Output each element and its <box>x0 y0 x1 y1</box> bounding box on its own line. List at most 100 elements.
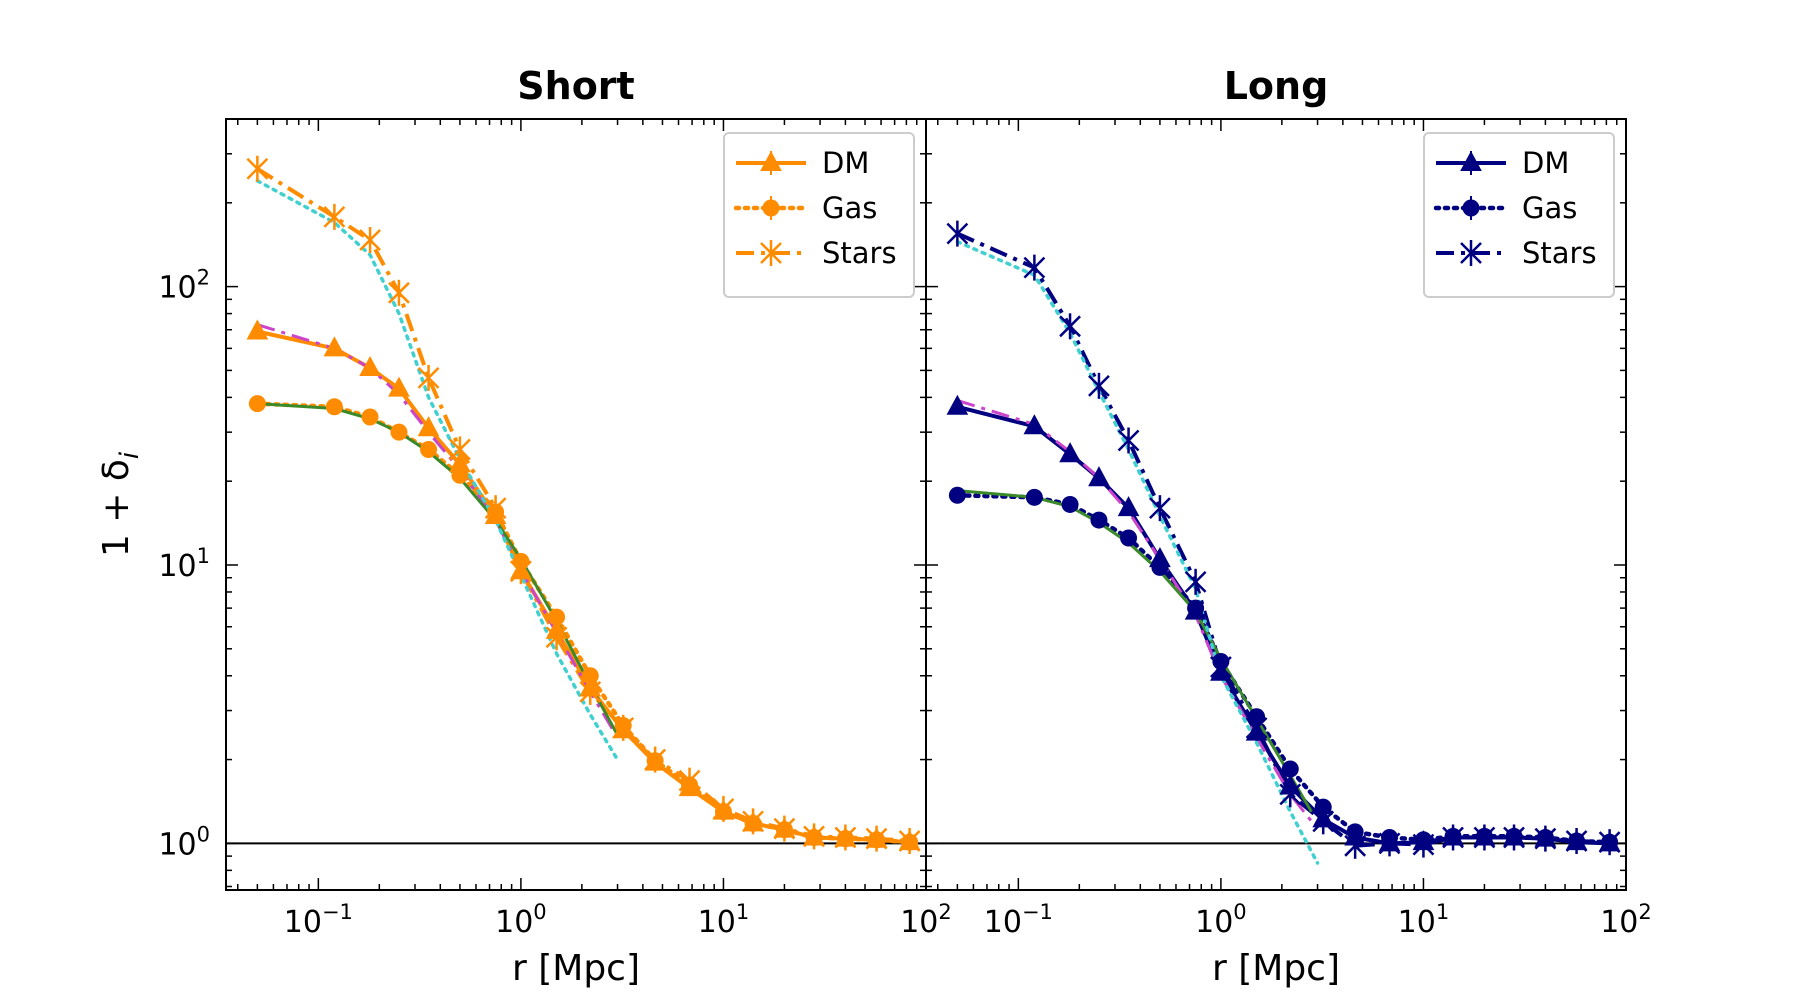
data-point-stars <box>898 827 921 854</box>
plot-area <box>226 155 926 854</box>
legend-frame <box>1423 132 1615 298</box>
data-point-dm <box>1088 466 1110 487</box>
data-point-stars <box>1378 830 1401 857</box>
data-point-stars <box>1279 781 1302 808</box>
data-point-dm <box>1023 414 1046 435</box>
legend-label-dm: DM <box>822 146 869 180</box>
data-point-stars <box>1473 824 1496 851</box>
data-point-stars <box>1210 654 1232 681</box>
x-tick-label: 100 <box>495 900 547 940</box>
data-point-stars <box>1344 832 1367 859</box>
data-point-stars <box>510 558 532 585</box>
data-point-gas <box>1061 495 1079 513</box>
legend-label-dm: DM <box>1522 146 1569 180</box>
legend-label-stars: Stars <box>822 236 897 270</box>
data-point-stars <box>1023 254 1046 281</box>
data-point-stars <box>712 795 735 822</box>
markers-gas <box>948 486 1619 851</box>
data-point-stars <box>1245 714 1268 741</box>
panel-title: Long <box>1224 64 1329 108</box>
data-point-stars <box>323 203 346 230</box>
data-point-stars <box>1312 808 1335 835</box>
data-point-gas <box>361 408 379 426</box>
x-tick-label: 101 <box>1398 900 1450 940</box>
data-point-gas <box>548 608 566 626</box>
data-point-stars <box>1534 825 1557 852</box>
x-tick-label: 10−1 <box>984 900 1053 940</box>
data-point-gas <box>390 423 408 441</box>
data-point-gas <box>1090 511 1108 529</box>
data-point-stars <box>742 808 764 835</box>
panel-title: Short <box>517 64 634 108</box>
legend-marker-gas <box>1462 199 1480 217</box>
data-point-stars <box>1117 427 1140 454</box>
y-axis-label: 1 + δi <box>96 451 145 557</box>
data-point-stars <box>946 220 969 247</box>
legend-marker-stars <box>760 240 782 266</box>
y-tick-label: 101 <box>158 544 210 584</box>
x-tick-label: 100 <box>1195 900 1247 940</box>
data-point-stars <box>1565 827 1588 854</box>
data-point-stars <box>1059 313 1081 340</box>
markers-stars <box>946 220 1621 859</box>
legend-marker-dm <box>1460 150 1482 171</box>
markers-stars <box>246 155 921 854</box>
markers-gas <box>248 395 919 851</box>
data-point-stars <box>1149 495 1171 522</box>
legend-label-gas: Gas <box>822 191 877 225</box>
y-tick-label: 102 <box>158 266 210 306</box>
legend-frame <box>723 132 915 298</box>
markers-dm <box>246 319 921 851</box>
data-point-gas <box>451 466 469 484</box>
fit-line-gas-fit <box>257 402 619 736</box>
data-point-gas <box>325 398 343 416</box>
data-point-dm <box>359 355 381 377</box>
fit-line-stars-fit <box>955 239 1320 865</box>
panel-long: Long r [Mpc] 10−1 100 101 102 DM Gas Stars <box>925 64 1652 989</box>
data-point-stars <box>773 815 796 842</box>
data-point-stars <box>1184 568 1207 595</box>
data-point-stars <box>1442 824 1464 851</box>
data-point-stars <box>1598 829 1621 856</box>
data-point-stars <box>246 155 269 182</box>
data-point-dm <box>323 336 346 357</box>
data-point-gas <box>1120 529 1138 547</box>
data-point-stars <box>359 227 381 254</box>
data-point-stars <box>1412 831 1435 858</box>
data-point-stars <box>579 678 602 705</box>
data-point-dm <box>1059 442 1081 463</box>
x-tick-label: 102 <box>900 900 952 940</box>
data-point-stars <box>417 364 440 391</box>
data-point-dm <box>946 394 969 415</box>
legend-marker-dm <box>760 150 782 171</box>
panel-short: Short r [Mpc] 10−1 100 101 102 100 101 102 DM Gas S… <box>158 64 951 989</box>
plot-area <box>926 220 1626 865</box>
x-tick-label: 10−1 <box>284 900 353 940</box>
data-point-gas <box>948 486 966 504</box>
legend-marker-stars <box>1460 240 1482 266</box>
x-tick-label: 101 <box>698 900 750 940</box>
data-point-stars <box>1088 372 1110 399</box>
data-point-dm <box>417 416 440 437</box>
data-point-stars <box>449 436 471 463</box>
x-tick-label: 102 <box>1600 900 1652 940</box>
data-point-stars <box>484 495 507 522</box>
data-point-stars <box>678 767 701 794</box>
data-point-dm <box>388 376 410 397</box>
series-line-stars <box>956 231 1610 848</box>
data-point-gas <box>420 440 438 458</box>
y-tick-label: 100 <box>158 822 210 862</box>
data-point-dm <box>1117 496 1140 517</box>
data-point-gas <box>1025 488 1043 506</box>
data-point-stars <box>612 714 635 741</box>
data-point-stars <box>803 823 825 850</box>
data-point-gas <box>248 395 266 413</box>
legend-label-gas: Gas <box>1522 191 1577 225</box>
data-point-gas <box>581 667 599 685</box>
data-point-gas <box>1281 760 1299 778</box>
data-point-gas <box>1346 823 1364 841</box>
y-axis-label-group: 1 + δi <box>96 451 145 557</box>
fit-line-stars-fit <box>255 179 620 762</box>
series-line-dm <box>256 329 910 845</box>
x-axis-label: r [Mpc] <box>512 948 640 989</box>
